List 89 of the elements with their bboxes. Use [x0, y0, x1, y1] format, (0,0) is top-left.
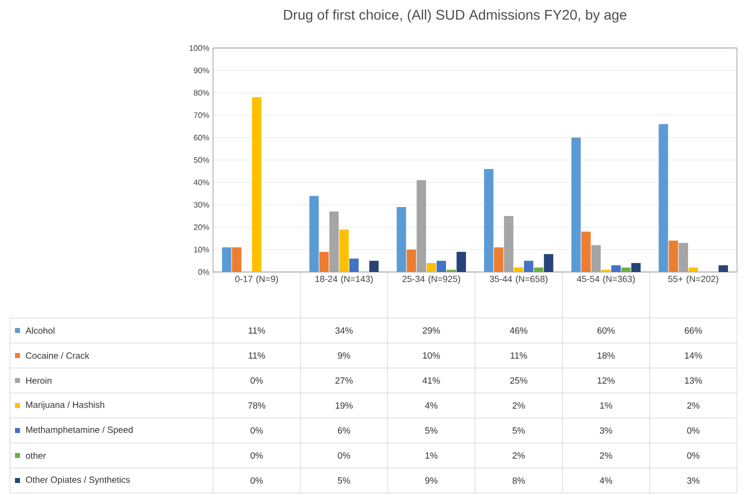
- bar: [591, 245, 601, 272]
- data-label: 0%: [250, 452, 263, 459]
- legend-label: Marijuana / Hashish: [26, 401, 104, 410]
- data-label: 78%: [248, 402, 266, 409]
- bar: [406, 250, 416, 272]
- data-label: 41%: [422, 377, 440, 384]
- data-label: 10%: [423, 352, 440, 359]
- data-label: 29%: [422, 327, 440, 334]
- bar: [514, 268, 524, 272]
- legend-label: Other Opiates / Synthetics: [26, 476, 130, 485]
- data-label: 8%: [512, 477, 525, 484]
- data-label: 13%: [685, 377, 702, 384]
- bar: [339, 229, 349, 272]
- data-label: 34%: [335, 327, 353, 334]
- legend-label: Alcohol: [26, 327, 54, 334]
- bar: [329, 212, 339, 272]
- data-label: 1%: [600, 402, 612, 409]
- bar: [581, 232, 591, 272]
- bar: [621, 268, 631, 272]
- data-label: 2%: [600, 452, 612, 459]
- data-label: 0%: [250, 477, 263, 484]
- x-tick-label: 0-17 (N=9): [235, 276, 278, 284]
- bar: [456, 252, 466, 272]
- data-label: 3%: [687, 477, 700, 484]
- bar: [631, 263, 641, 272]
- data-label: 19%: [336, 402, 353, 409]
- data-label: 6%: [338, 427, 350, 434]
- bar: [658, 124, 668, 272]
- data-label: 2%: [687, 402, 700, 409]
- data-label: 0%: [338, 452, 350, 459]
- bar: [484, 168, 494, 272]
- bar: [678, 242, 688, 272]
- data-label: 5%: [338, 477, 350, 484]
- bar: [668, 240, 678, 272]
- data-label: 0%: [687, 452, 700, 459]
- bar: [416, 180, 426, 272]
- x-tick-label: 18-24 (N=143): [315, 276, 373, 284]
- bar: [688, 268, 698, 272]
- data-label: 5%: [512, 427, 525, 434]
- bar: [504, 216, 514, 272]
- data-label: 11%: [510, 352, 528, 359]
- data-label: 0%: [687, 427, 700, 434]
- data-label: 46%: [510, 327, 528, 334]
- legend-label: Methamphetamine / Speed: [26, 426, 133, 435]
- x-tick-label: 25-34 (N=925): [402, 276, 460, 284]
- bar: [436, 260, 446, 272]
- data-label: 11%: [248, 327, 266, 334]
- data-label: 1%: [426, 452, 438, 459]
- data-label: 3%: [600, 427, 612, 434]
- data-label: 9%: [425, 477, 438, 484]
- data-label: 18%: [598, 352, 615, 359]
- data-label: 0%: [250, 427, 263, 434]
- legend-label: other: [26, 452, 46, 459]
- bar: [222, 247, 232, 272]
- bar: [252, 97, 262, 272]
- data-label: 9%: [338, 352, 350, 359]
- data-label: 25%: [510, 377, 528, 384]
- data-label: 60%: [597, 327, 615, 334]
- data-label: 5%: [425, 427, 438, 434]
- bar: [494, 247, 504, 272]
- bar: [349, 258, 359, 272]
- data-label: 14%: [685, 352, 702, 359]
- bar: [534, 268, 544, 272]
- x-tick-label: 35-44 (N=658): [490, 276, 548, 284]
- data-label: 4%: [425, 402, 438, 409]
- data-label: 2%: [512, 452, 525, 459]
- data-label: 2%: [512, 402, 525, 409]
- bar: [571, 138, 581, 272]
- bar: [319, 252, 329, 272]
- data-label: 0%: [250, 377, 263, 384]
- bar: [718, 265, 728, 272]
- bar: [309, 196, 319, 272]
- x-tick-label: 55+ (N=202): [668, 276, 718, 284]
- data-label: 4%: [600, 477, 612, 484]
- bar: [611, 265, 621, 272]
- data-label: 12%: [598, 377, 615, 384]
- legend-label: Cocaine / Crack: [26, 352, 90, 359]
- data-label: 27%: [335, 377, 353, 384]
- bar: [544, 254, 554, 272]
- data-label: 66%: [684, 327, 702, 334]
- bar: [396, 207, 406, 272]
- bar: [232, 247, 242, 272]
- bar: [369, 260, 379, 272]
- bar: [524, 260, 534, 272]
- bar: [426, 263, 436, 272]
- chart-title: Drug of first choice, (All) SUD Admissions FY20, by age: [284, 10, 626, 23]
- legend-label: Heroin: [26, 377, 52, 384]
- x-tick-label: 45-54 (N=363): [576, 276, 635, 284]
- data-label: 11%: [248, 352, 266, 359]
